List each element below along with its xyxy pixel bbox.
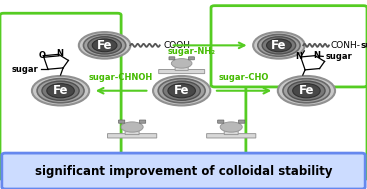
Text: COOH: COOH [163, 41, 190, 50]
FancyBboxPatch shape [224, 129, 238, 135]
Text: Fe: Fe [174, 84, 189, 97]
Text: N: N [295, 52, 302, 61]
FancyBboxPatch shape [108, 134, 157, 138]
Text: significant improvement of colloidal stability: significant improvement of colloidal sta… [35, 165, 332, 177]
Ellipse shape [79, 32, 130, 59]
FancyBboxPatch shape [207, 134, 256, 138]
FancyBboxPatch shape [239, 120, 245, 123]
Text: sugar: sugar [12, 65, 39, 74]
Text: sugar: sugar [360, 41, 367, 50]
Text: Fe: Fe [97, 39, 112, 52]
Ellipse shape [293, 84, 320, 98]
Text: N: N [313, 51, 320, 60]
FancyBboxPatch shape [139, 120, 146, 123]
Ellipse shape [262, 37, 296, 54]
Ellipse shape [121, 122, 143, 132]
FancyBboxPatch shape [211, 6, 367, 87]
Ellipse shape [258, 34, 300, 56]
FancyBboxPatch shape [246, 13, 367, 180]
FancyBboxPatch shape [175, 65, 188, 70]
FancyBboxPatch shape [218, 120, 224, 123]
Ellipse shape [168, 84, 195, 98]
Ellipse shape [42, 81, 79, 100]
Ellipse shape [37, 79, 84, 103]
Ellipse shape [266, 39, 291, 52]
Ellipse shape [153, 76, 210, 105]
Ellipse shape [278, 76, 335, 105]
Text: sugar-CHO: sugar-CHO [219, 73, 269, 82]
Ellipse shape [283, 79, 330, 103]
Ellipse shape [83, 34, 126, 56]
Ellipse shape [288, 81, 325, 100]
Text: CONH-: CONH- [331, 41, 361, 50]
FancyBboxPatch shape [2, 153, 365, 189]
Ellipse shape [47, 84, 74, 98]
Text: sugar-NH₂: sugar-NH₂ [168, 46, 215, 56]
FancyBboxPatch shape [169, 57, 175, 60]
FancyBboxPatch shape [159, 70, 205, 74]
FancyBboxPatch shape [125, 129, 139, 135]
Text: O: O [39, 51, 46, 60]
Text: Fe: Fe [299, 84, 314, 97]
Ellipse shape [171, 59, 192, 68]
Ellipse shape [92, 39, 117, 52]
Ellipse shape [158, 79, 205, 103]
Ellipse shape [220, 122, 242, 132]
Ellipse shape [253, 32, 305, 59]
Text: N: N [57, 49, 63, 58]
FancyBboxPatch shape [119, 120, 125, 123]
Ellipse shape [88, 37, 121, 54]
Text: Fe: Fe [53, 84, 68, 97]
Ellipse shape [163, 81, 200, 100]
Text: sugar: sugar [326, 52, 352, 61]
Ellipse shape [32, 76, 89, 105]
Text: sugar-CHNOH: sugar-CHNOH [89, 73, 153, 82]
Text: Fe: Fe [271, 39, 287, 52]
FancyBboxPatch shape [189, 57, 195, 60]
FancyBboxPatch shape [0, 13, 121, 180]
